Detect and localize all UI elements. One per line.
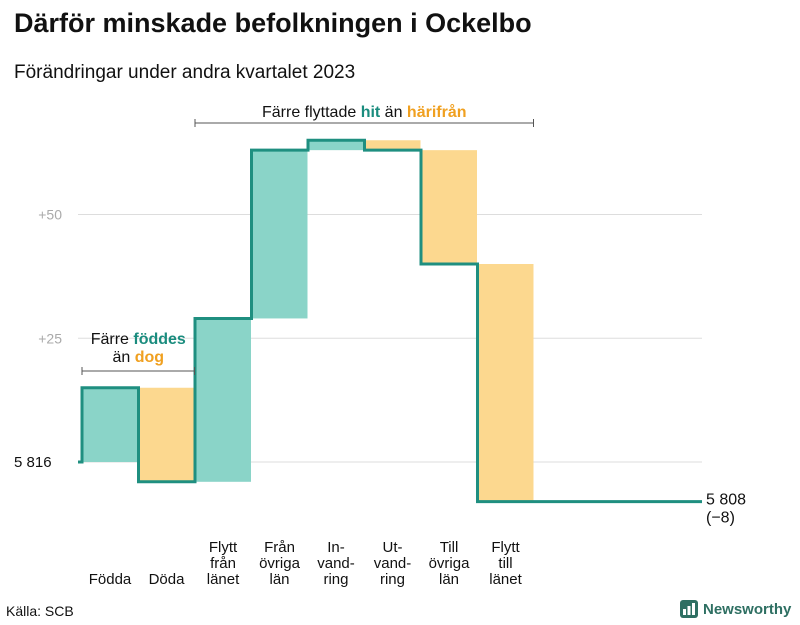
y-tick-label: +50 (38, 207, 62, 223)
category-label: ring (380, 571, 405, 588)
category-label: Till (440, 539, 459, 556)
category-label: Ut- (383, 539, 403, 556)
end-value-label: 5 808 (706, 492, 746, 509)
chart-subtitle: Förändringar under andra kvartalet 2023 (14, 62, 356, 83)
brand-name: Newsworthy (703, 600, 792, 618)
category-label: Från (264, 539, 295, 556)
bar-8 (477, 264, 534, 502)
bar-1 (82, 387, 138, 462)
bar-7 (421, 150, 477, 264)
newsworthy-logo-icon (680, 600, 698, 618)
bar-4 (251, 150, 308, 319)
annotation-segment: dog (135, 349, 164, 366)
y-tick-label: +25 (38, 330, 62, 346)
category-label: till (498, 555, 512, 572)
end-change-label: (−8) (706, 510, 735, 527)
category-label: länet (489, 571, 522, 588)
category-label: Flytt (209, 539, 238, 556)
category-label: övriga (259, 555, 301, 572)
category-label: vand- (317, 555, 355, 572)
category-label: län (439, 571, 459, 588)
annotation-text: än dog (112, 349, 164, 366)
annotation-segment: härifrån (407, 103, 467, 121)
bar-6 (364, 140, 421, 151)
annotation-segment: hit (361, 104, 381, 121)
bar-5 (308, 140, 364, 151)
cumulative-step-line (78, 138, 702, 504)
bar-3 (195, 318, 251, 482)
annotation-text: Färre flyttade hit än härifrån (262, 103, 467, 121)
category-label: Döda (149, 571, 186, 588)
annotation-segment: än (380, 104, 407, 121)
category-label: In- (327, 539, 345, 556)
category-label: Flytt (491, 539, 520, 556)
category-label: vand- (374, 555, 412, 572)
start-value-label: 5 816 (14, 454, 52, 471)
bar-2 (138, 387, 195, 482)
chart-title: Därför minskade befolkningen i Ockelbo (14, 8, 532, 38)
brand-logo: Newsworthy (680, 600, 791, 618)
category-label: län (269, 571, 289, 588)
source-note: Källa: SCB (6, 603, 74, 619)
category-label: ring (323, 571, 348, 588)
annotation-segment: föddes (133, 331, 186, 348)
category-label: från (210, 555, 236, 572)
category-label: Födda (89, 571, 132, 588)
annotation-segment: Färre flyttade (262, 104, 361, 121)
annotation-segment: än (112, 349, 134, 366)
annotation-segment: Färre (91, 331, 134, 348)
category-label: övriga (429, 555, 471, 572)
category-label: länet (207, 571, 240, 588)
annotation-text: Färre föddes (91, 331, 186, 348)
